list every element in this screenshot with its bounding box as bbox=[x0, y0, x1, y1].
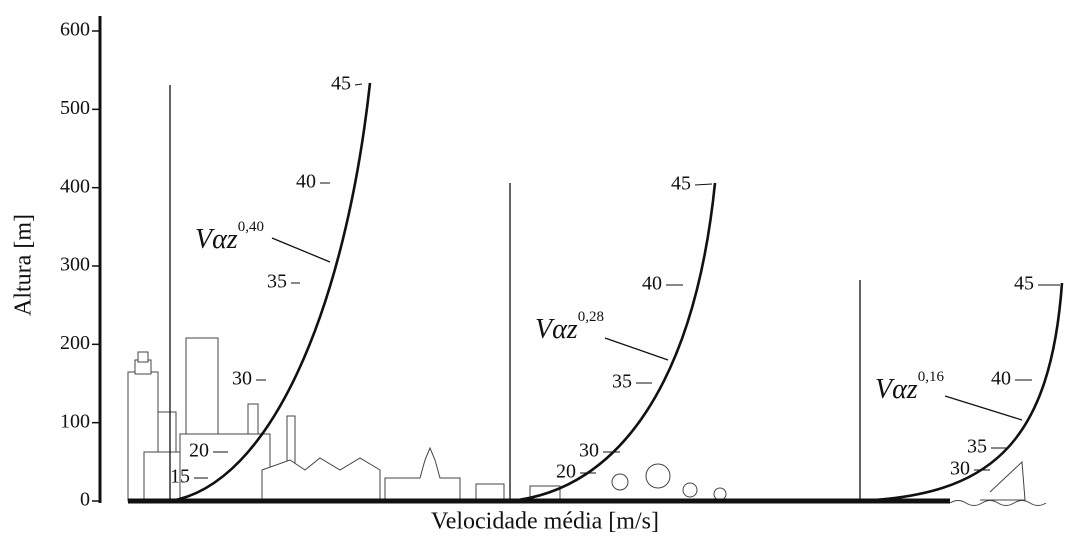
skyline bbox=[127, 337, 1047, 506]
velocity-profile bbox=[169, 82, 372, 503]
speed-label: 40 bbox=[642, 273, 662, 295]
velocity-profile bbox=[509, 182, 717, 503]
speed-label: 15 bbox=[170, 466, 190, 488]
formula: Vαz0,40 bbox=[195, 219, 264, 255]
speed-label: 45 bbox=[671, 173, 691, 195]
x-axis-title: Velocidade média [m/s] bbox=[431, 509, 659, 535]
formula-exponent: 0,40 bbox=[238, 219, 264, 235]
formula-exponent: 0,28 bbox=[578, 309, 604, 325]
formula: Vαz0,16 bbox=[875, 369, 944, 405]
y-axis-title: Altura [m] bbox=[11, 214, 37, 316]
speed-label: 40 bbox=[296, 171, 316, 193]
y-tick-label: 600 bbox=[60, 19, 90, 41]
profiles bbox=[169, 82, 1064, 503]
leader-line bbox=[944, 395, 1023, 421]
y-tick-label: 200 bbox=[60, 332, 90, 354]
formula-base: Vαz bbox=[535, 314, 578, 345]
y-tick-label: 400 bbox=[60, 175, 90, 197]
speed-label: 35 bbox=[967, 436, 987, 458]
speed-label: 20 bbox=[189, 440, 209, 462]
profile-labels: Vαz0,40454035302015Vαz0,284540353020Vαz0… bbox=[170, 73, 1060, 488]
formula-base: Vαz bbox=[875, 374, 918, 405]
formula-exponent: 0,16 bbox=[918, 369, 945, 385]
speed-tick bbox=[694, 183, 713, 186]
leader-line bbox=[271, 237, 331, 263]
velocity-profile bbox=[859, 282, 1064, 503]
speed-label: 30 bbox=[232, 368, 252, 390]
speed-label: 20 bbox=[556, 461, 576, 483]
speed-tick bbox=[354, 83, 363, 86]
speed-label: 45 bbox=[331, 73, 351, 95]
speed-label: 30 bbox=[950, 458, 970, 480]
speed-label: 30 bbox=[579, 440, 599, 462]
y-tick-label: 0 bbox=[80, 489, 90, 511]
formula-base: Vαz bbox=[195, 224, 238, 255]
y-ticks: 0 100 200 300 400 500 600 bbox=[60, 19, 100, 511]
formula: Vαz0,28 bbox=[535, 309, 604, 345]
speed-label: 45 bbox=[1014, 273, 1034, 295]
speed-label: 35 bbox=[267, 271, 287, 293]
y-tick-label: 500 bbox=[60, 97, 90, 119]
leader-line bbox=[604, 337, 669, 361]
speed-label: 40 bbox=[991, 368, 1011, 390]
y-tick-label: 100 bbox=[60, 410, 90, 432]
y-tick-label: 300 bbox=[60, 254, 90, 276]
speed-label: 35 bbox=[612, 371, 632, 393]
